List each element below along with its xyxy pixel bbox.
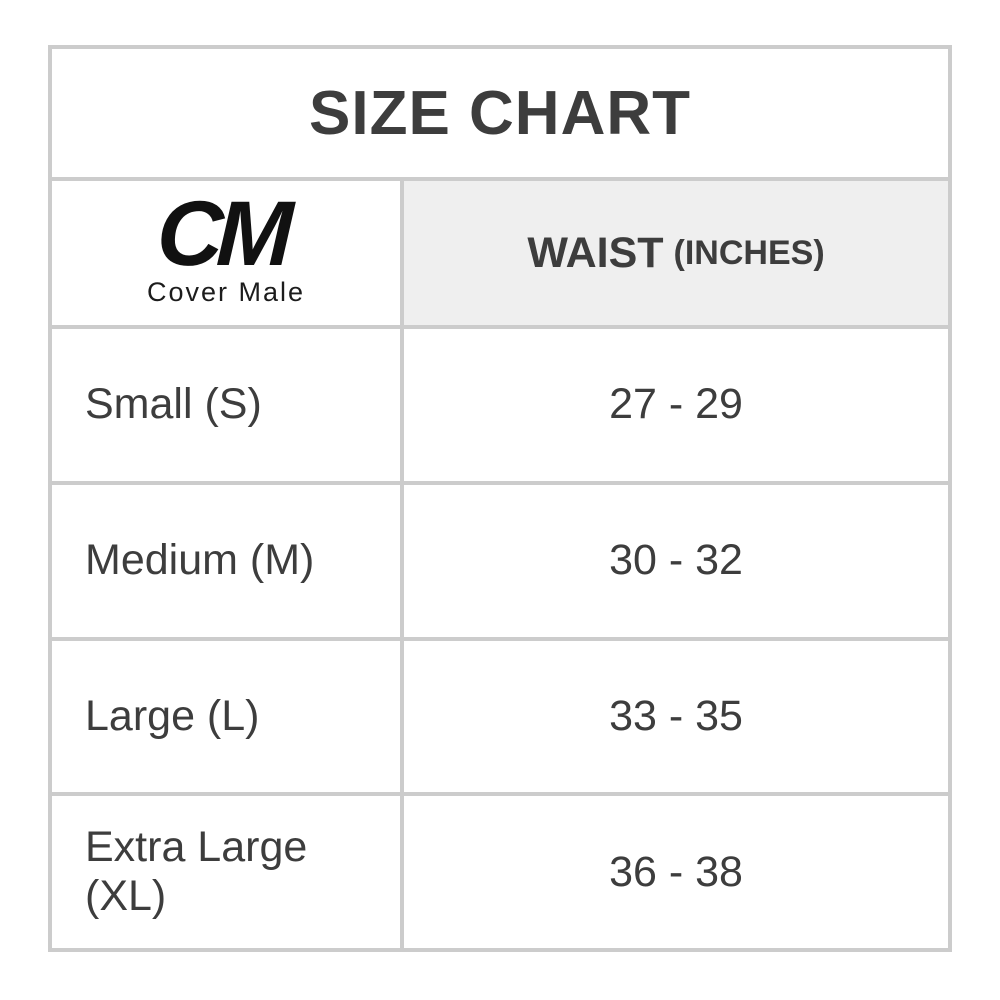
waist-header-label: WAIST: [527, 228, 664, 277]
size-label-small: Small (S): [52, 329, 400, 481]
cover-male-logo-icon: CM: [155, 182, 289, 285]
waist-value-extra-large: 36 - 38: [404, 796, 948, 948]
waist-unit-label: (INCHES): [673, 233, 825, 272]
waist-value-medium: 30 - 32: [404, 484, 948, 637]
page-title: SIZE CHART: [309, 78, 691, 148]
waist-value-large: 33 - 35: [404, 640, 948, 793]
size-label-extra-large: Extra Large (XL): [52, 796, 400, 948]
waist-value-small: 27 - 29: [404, 329, 948, 481]
size-label-medium: Medium (M): [52, 484, 400, 637]
size-label-large: Large (L): [52, 640, 400, 793]
title-row: SIZE CHART: [52, 49, 948, 177]
brand-name-label: Cover Male: [146, 277, 306, 308]
brand-logo-cell: CM Cover Male: [52, 181, 400, 325]
waist-column-header: WAIST (INCHES): [404, 181, 948, 325]
size-chart-table: SIZE CHART CM Cover Male WAIST (INCHES) …: [48, 45, 952, 952]
